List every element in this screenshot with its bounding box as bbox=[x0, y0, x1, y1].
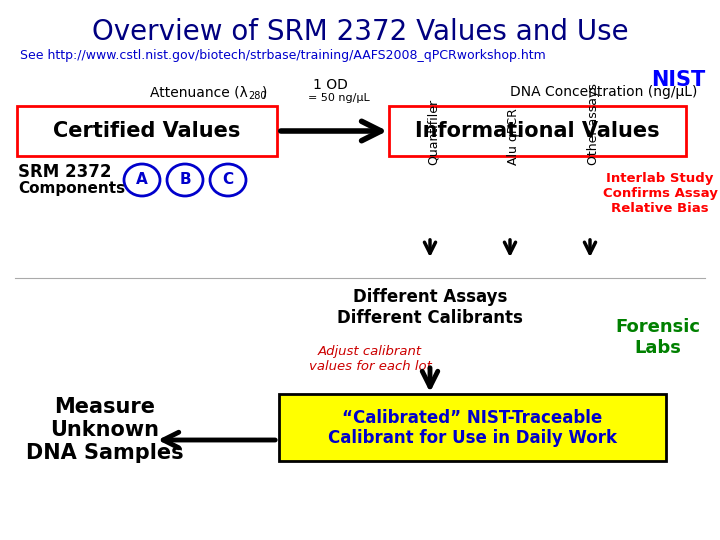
Text: Certified Values: Certified Values bbox=[53, 121, 240, 141]
Ellipse shape bbox=[167, 164, 203, 196]
Text: Adjust calibrant
values for each lot: Adjust calibrant values for each lot bbox=[309, 345, 431, 373]
Text: Different Assays
Different Calibrants: Different Assays Different Calibrants bbox=[337, 288, 523, 327]
Text: Components: Components bbox=[18, 180, 125, 195]
Text: See http://www.cstl.nist.gov/biotech/strbase/training/AAFS2008_qPCRworkshop.htm: See http://www.cstl.nist.gov/biotech/str… bbox=[20, 49, 546, 62]
FancyBboxPatch shape bbox=[17, 106, 277, 156]
Text: B: B bbox=[179, 172, 191, 187]
Text: Overview of SRM 2372 Values and Use: Overview of SRM 2372 Values and Use bbox=[91, 18, 629, 46]
FancyBboxPatch shape bbox=[279, 394, 666, 461]
FancyBboxPatch shape bbox=[389, 106, 686, 156]
Text: Informational Values: Informational Values bbox=[415, 121, 660, 141]
Text: Interlab Study
Confirms Assay
Relative Bias: Interlab Study Confirms Assay Relative B… bbox=[603, 172, 717, 215]
Text: Quantifiler: Quantifiler bbox=[426, 99, 439, 165]
Text: “Calibrated” NIST-Traceable
Calibrant for Use in Daily Work: “Calibrated” NIST-Traceable Calibrant fo… bbox=[328, 409, 616, 448]
Text: A: A bbox=[136, 172, 148, 187]
Text: 280: 280 bbox=[248, 91, 266, 101]
Text: NIST: NIST bbox=[651, 70, 705, 90]
Text: Measure
Unknown
DNA Samples: Measure Unknown DNA Samples bbox=[26, 397, 184, 463]
Ellipse shape bbox=[124, 164, 160, 196]
Text: Attenuance (λ: Attenuance (λ bbox=[150, 85, 248, 99]
Ellipse shape bbox=[210, 164, 246, 196]
Text: Forensic
Labs: Forensic Labs bbox=[616, 318, 701, 357]
Text: 1 OD: 1 OD bbox=[313, 78, 348, 92]
Text: SRM 2372: SRM 2372 bbox=[18, 163, 112, 181]
Text: ): ) bbox=[262, 85, 267, 99]
Text: C: C bbox=[222, 172, 233, 187]
Text: = 50 ng/μL: = 50 ng/μL bbox=[308, 93, 370, 103]
Text: Other assays: Other assays bbox=[587, 83, 600, 165]
Text: DNA Concentration (ng/μL): DNA Concentration (ng/μL) bbox=[510, 85, 698, 99]
Text: Alu qPCR: Alu qPCR bbox=[506, 108, 520, 165]
